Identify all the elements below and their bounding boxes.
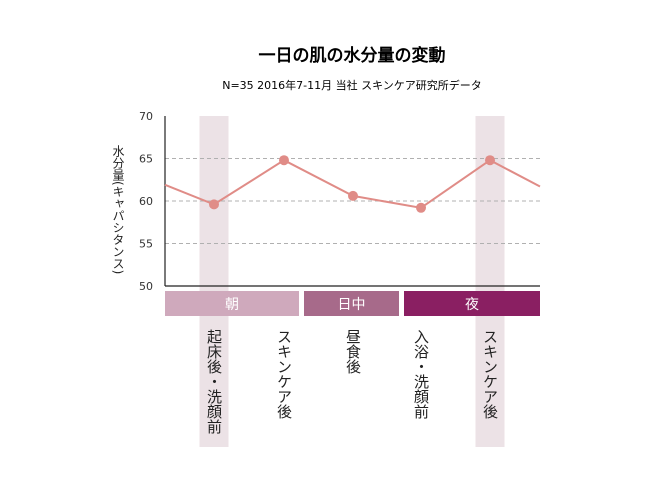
category-labels: 起床後・洗顔前 スキンケア後 昼食後 入浴・洗顔前 スキンケア後 — [205, 329, 499, 435]
data-point-4 — [416, 202, 426, 213]
grid: 50 55 60 65 70 — [139, 110, 540, 293]
series — [164, 155, 541, 213]
y-tick-label: 60 — [139, 195, 153, 208]
period-bar-2 — [304, 291, 399, 316]
chart-title: 一日の肌の水分量の変動 — [259, 45, 446, 66]
period-bars: 朝 日中 夜 — [165, 291, 540, 316]
category-label: 入浴・洗顔前 — [412, 329, 430, 420]
category-label: 昼食後 — [344, 329, 362, 374]
period-label: 朝 — [225, 297, 239, 313]
highlight-band-1 — [199, 116, 229, 447]
category-label: 起床後・洗顔前 — [205, 329, 223, 435]
data-point-5 — [485, 155, 495, 166]
period-label: 日中 — [338, 297, 366, 313]
data-point-1 — [209, 199, 219, 210]
period-bar-3 — [404, 291, 540, 316]
data-point-2 — [279, 155, 289, 166]
y-tick-label: 50 — [139, 280, 153, 293]
y-tick-label: 65 — [139, 153, 153, 166]
axes — [164, 116, 540, 287]
highlight-bands — [199, 116, 505, 447]
y-tick-label: 55 — [139, 238, 153, 251]
period-label: 夜 — [465, 297, 479, 313]
category-label: スキンケア後 — [275, 329, 293, 419]
period-bar-1 — [165, 291, 299, 316]
y-tick-label: 70 — [139, 110, 153, 123]
y-axis-label: 水分量(キャパシタンス) — [111, 145, 125, 275]
category-label: スキンケア後 — [481, 329, 499, 419]
highlight-band-2 — [475, 116, 505, 447]
data-point-3 — [348, 190, 358, 201]
chart-subtitle: N=35 2016年7-11月 当社 スキンケア研究所データ — [222, 78, 482, 92]
